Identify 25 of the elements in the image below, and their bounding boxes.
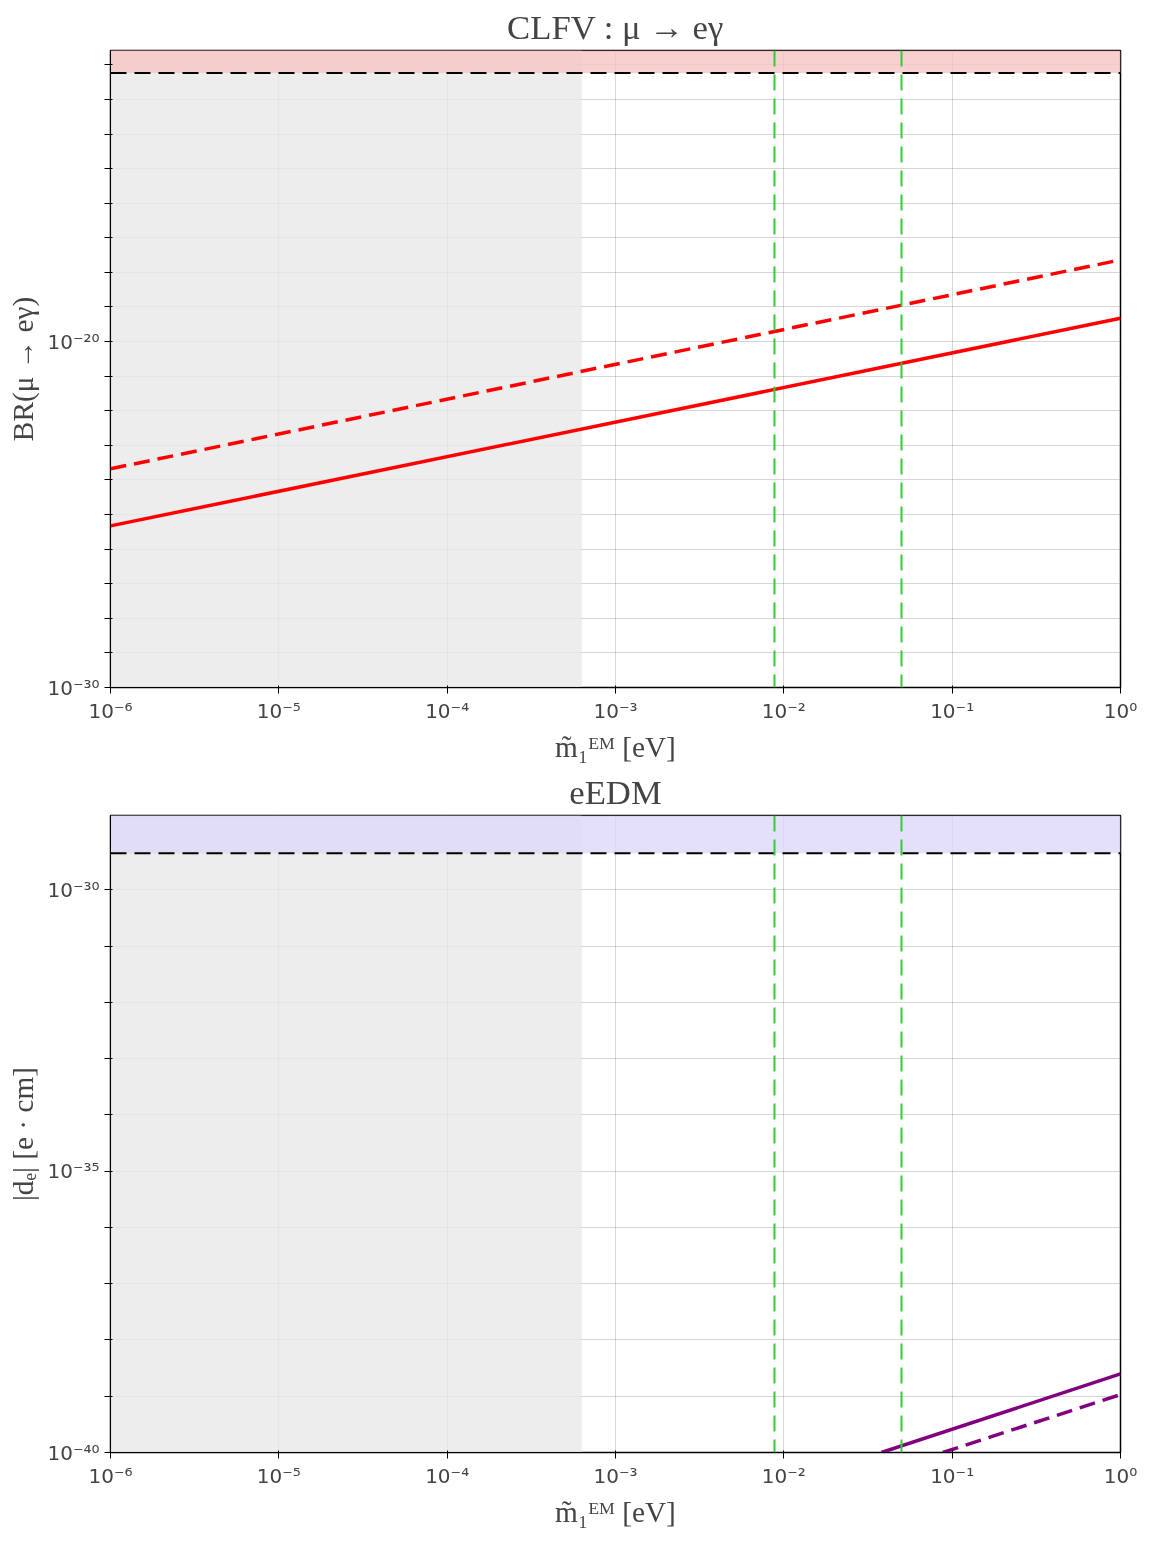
x-axis-title: m̃₁ᴱᴹ [eV] [555, 730, 676, 763]
x-tick-label: 10⁻⁶ [88, 698, 133, 723]
y-tick-label: 10⁻⁴⁰ [47, 1440, 100, 1465]
x-tick-label: 10⁻² [761, 698, 806, 723]
x-tick-label: 10⁻⁶ [88, 1463, 133, 1488]
chart-title: eEDM [569, 772, 662, 811]
x-tick-label: 10⁻⁵ [256, 698, 301, 723]
x-tick-label: 10⁻³ [593, 698, 638, 723]
y-tick-label: 10⁻³⁵ [47, 1159, 100, 1184]
x-tick-label: 10⁻⁴ [425, 1463, 470, 1488]
y-tick-label: 10⁻³⁰ [47, 675, 100, 700]
x-tick-label: 10⁻¹ [930, 698, 975, 723]
x-tick-label: 10⁻² [761, 1463, 806, 1488]
y-axis-title: |dₑ| [e · cm] [7, 1066, 40, 1202]
x-tick-label: 10⁻³ [593, 1463, 638, 1488]
x-tick-label: 10⁰ [1103, 1463, 1138, 1488]
chart-title: CLFV : μ → eγ [507, 7, 724, 46]
x-axis-title: m̃₁ᴱᴹ [eV] [555, 1495, 676, 1528]
y-tick-label: 10⁻²⁰ [47, 329, 100, 354]
y-tick-label: 10⁻³⁰ [47, 877, 100, 902]
x-tick-label: 10⁰ [1103, 698, 1138, 723]
x-tick-label: 10⁻⁵ [256, 1463, 301, 1488]
y-axis-title: BR(μ → eγ) [7, 296, 41, 442]
x-tick-label: 10⁻¹ [930, 1463, 975, 1488]
x-tick-label: 10⁻⁴ [425, 698, 470, 723]
